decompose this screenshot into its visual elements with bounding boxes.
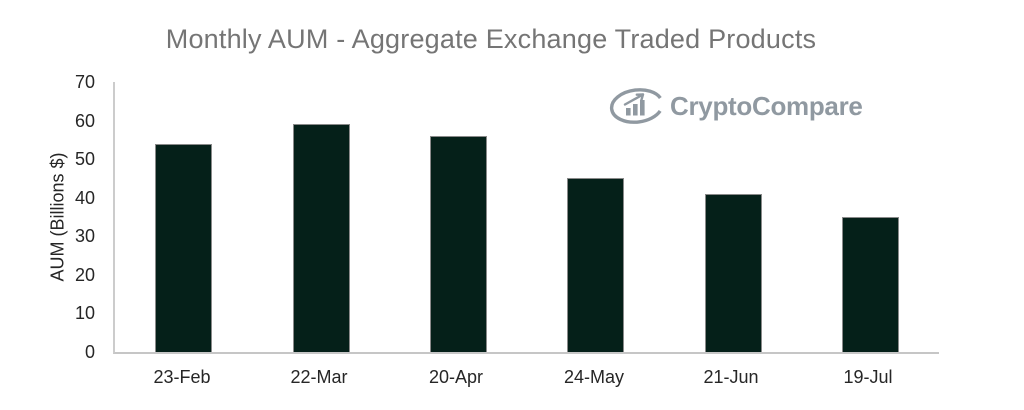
y-axis-title: AUM (Billions $) <box>47 152 68 282</box>
y-axis-tick-40: 40 <box>74 188 95 208</box>
bar-24-may <box>567 178 624 352</box>
cryptocompare-logo-text: CryptoCompare <box>670 90 863 121</box>
x-axis-label-24-may: 24-May <box>563 367 625 387</box>
x-axis-label-23-feb: 23-Feb <box>153 367 211 387</box>
y-axis-tick-70: 70 <box>74 72 95 92</box>
bar-21-jun <box>705 194 762 352</box>
x-axis-label-21-jun: 21-Jun <box>703 367 759 387</box>
x-axis-label-19-jul: 19-Jul <box>843 367 893 387</box>
y-axis-tick-0: 0 <box>84 342 95 362</box>
bar-19-jul <box>842 217 899 352</box>
y-axis-tick-50: 50 <box>74 149 95 169</box>
bar-20-apr <box>430 136 487 352</box>
cryptocompare-logo-icon <box>609 88 665 124</box>
x-axis-label-20-apr: 20-Apr <box>428 367 484 387</box>
plot-area <box>113 82 939 354</box>
bar-23-feb <box>155 144 212 352</box>
cryptocompare-watermark: CryptoCompare <box>608 85 863 127</box>
y-axis-tick-10: 10 <box>74 303 95 323</box>
y-axis-tick-60: 60 <box>74 111 95 131</box>
bar-22-mar <box>293 124 350 352</box>
y-axis-tick-30: 30 <box>74 226 95 246</box>
chart-title: Monthly AUM - Aggregate Exchange Traded … <box>165 24 817 54</box>
x-axis-label-22-mar: 22-Mar <box>290 367 348 387</box>
y-axis-tick-20: 20 <box>74 265 95 285</box>
